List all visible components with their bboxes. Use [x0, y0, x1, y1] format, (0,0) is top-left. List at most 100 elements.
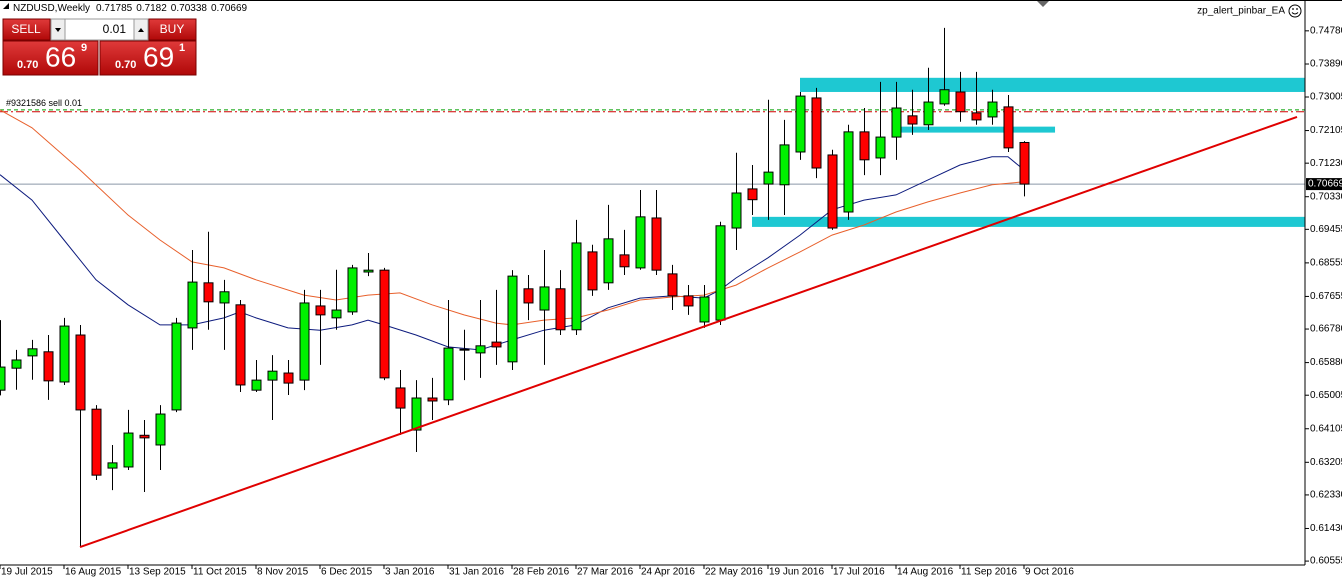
candle-body	[395, 387, 406, 409]
symbol: NZDUSD,Weekly	[13, 3, 90, 14]
candle-body	[379, 269, 390, 379]
candle-body	[203, 282, 214, 303]
candle-body	[331, 309, 342, 319]
candle-body	[251, 379, 262, 391]
candle-body	[235, 304, 246, 386]
candle-body	[59, 325, 70, 383]
candle-body	[443, 347, 454, 401]
candle-body	[619, 254, 630, 268]
candle-body	[491, 341, 502, 348]
plot-area: #9321586 sell 0.01	[0, 27, 1305, 549]
candle-body	[811, 97, 822, 169]
header-close: 0.70669	[211, 3, 248, 14]
y-tick-label: 0.63205	[1310, 457, 1342, 468]
y-tick-label: 0.73005	[1310, 92, 1342, 103]
x-tick-label: 3 Jan 2016	[385, 567, 435, 577]
lot-value: 0.01	[103, 22, 127, 36]
zone	[800, 77, 1305, 92]
candle-body	[123, 432, 134, 468]
candle-body	[571, 242, 582, 331]
candle-body	[699, 296, 710, 323]
ask-point: 1	[179, 42, 185, 54]
candle-body	[427, 397, 438, 402]
candle-body	[139, 434, 150, 439]
buy-button[interactable]	[148, 18, 197, 41]
candle-body	[891, 107, 902, 138]
y-tick-label: 0.68555	[1310, 258, 1342, 269]
price-tag	[1306, 178, 1342, 191]
candle-body	[27, 348, 38, 357]
candle-body	[539, 286, 550, 311]
header-icon	[3, 3, 9, 9]
candle-body	[107, 462, 118, 469]
header-low: 0.70338	[171, 3, 208, 14]
candle-body	[715, 225, 726, 321]
y-tick-label: 0.69455	[1310, 224, 1342, 235]
lot-input[interactable]	[50, 18, 149, 41]
candle-body	[779, 144, 790, 186]
header-open: 0.71785	[96, 3, 133, 14]
bid-point: 9	[81, 42, 87, 54]
candle-body	[635, 216, 646, 269]
candle-body	[859, 131, 870, 161]
x-tick-label: 11 Sep 2016	[961, 567, 1017, 577]
candle-body	[75, 334, 86, 411]
lot-up-arrow	[138, 28, 144, 32]
header-high: 0.7182	[136, 3, 167, 14]
x-tick-label: 16 Aug 2015	[65, 567, 122, 577]
candle-body	[683, 295, 694, 307]
candle-body	[363, 269, 374, 273]
ask-box[interactable]	[99, 40, 197, 76]
candle-body	[267, 370, 278, 381]
candle-body	[219, 291, 230, 304]
expert-name: zp_alert_pinbar_EA	[1197, 6, 1285, 17]
trade-panel: SELL 0.01 BUY 0.70 66 9 0.70 69 1	[2, 18, 197, 76]
candle-body	[507, 275, 518, 363]
x-tick-label: 8 Nov 2015	[257, 567, 309, 577]
price-tag-label: 0.70669	[1308, 179, 1342, 190]
candle-body	[43, 351, 54, 382]
x-tick-label: 24 Apr 2016	[641, 567, 695, 577]
candle-body	[523, 288, 534, 304]
lot-down-arrow	[55, 28, 61, 32]
zone	[900, 126, 1056, 133]
candle-body	[587, 251, 598, 291]
x-tick-label: 19 Jul 2015	[1, 567, 53, 577]
order-label: #9321586 sell 0.01	[6, 98, 82, 108]
candle-body	[843, 131, 854, 213]
candle-body	[603, 238, 614, 284]
candle-body	[411, 397, 422, 431]
trendline	[79, 115, 1298, 549]
candle-body	[971, 112, 982, 121]
x-tick-label: 28 Feb 2016	[513, 567, 570, 577]
candle-body	[747, 188, 758, 201]
x-tick-label: 6 Dec 2015	[321, 567, 373, 577]
candle-body	[555, 288, 566, 331]
bid-prefix: 0.70	[17, 59, 38, 71]
y-tick-label: 0.60555	[1310, 556, 1342, 567]
x-tick-label: 11 Oct 2015	[193, 567, 247, 577]
candle-body	[1003, 106, 1014, 149]
bid-pips: 66	[45, 41, 76, 72]
bid-box[interactable]	[2, 40, 99, 76]
candle-body	[827, 154, 838, 229]
x-tick-label: 17 Jul 2016	[833, 567, 885, 577]
candle-body	[299, 302, 310, 381]
sell-button[interactable]	[2, 18, 51, 41]
buy-label: BUY	[160, 22, 185, 36]
x-tick-label: 14 Aug 2016	[897, 567, 954, 577]
ask-pips: 69	[143, 41, 174, 72]
candle-body	[939, 89, 950, 105]
moving-average	[0, 109, 1025, 326]
expert-smiley	[1288, 4, 1302, 18]
x-tick-label: 27 Mar 2016	[577, 567, 634, 577]
y-tick-label: 0.67655	[1310, 291, 1342, 302]
candle-body	[91, 408, 102, 476]
y-tick-label: 0.65005	[1310, 390, 1342, 401]
